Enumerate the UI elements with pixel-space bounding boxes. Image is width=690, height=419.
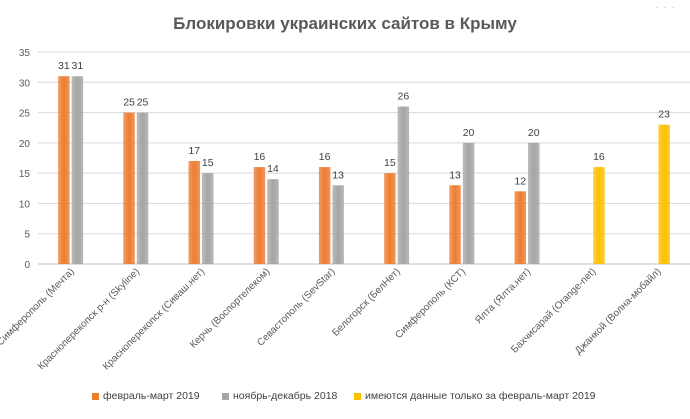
bar-feb-mar-2019 — [188, 161, 200, 264]
bar-nov-dec-2018 — [332, 185, 344, 264]
data-label: 25 — [137, 97, 149, 109]
legend-item: ноябрь-декабрь 2018 — [222, 390, 337, 402]
data-label: 25 — [123, 97, 135, 109]
data-label: 20 — [463, 127, 475, 139]
bar-feb-mar-2019-only — [658, 124, 670, 264]
y-tick-label: 20 — [19, 139, 31, 150]
bar-feb-mar-2019 — [318, 167, 331, 264]
bars — [58, 76, 670, 264]
bar-feb-mar-2019 — [514, 191, 526, 264]
y-tick-label: 25 — [19, 109, 31, 120]
data-label: 31 — [58, 60, 70, 72]
data-label: 13 — [332, 169, 344, 181]
bar-feb-mar-2019-only — [593, 167, 605, 264]
x-tick-label: Белогорск (БелНет) — [330, 266, 402, 338]
data-label: 17 — [188, 145, 200, 157]
y-tick-label: 0 — [24, 260, 30, 271]
bar-feb-mar-2019 — [384, 173, 396, 264]
legend-swatch — [92, 392, 99, 400]
legend-swatch — [222, 392, 229, 400]
data-label: 26 — [398, 91, 410, 103]
data-label: 23 — [658, 109, 670, 121]
bar-feb-mar-2019 — [58, 76, 70, 264]
data-label: 16 — [593, 151, 605, 163]
bar-nov-dec-2018 — [397, 106, 410, 264]
chart-legend: февраль-март 2019 ноябрь-декабрь 2018 имею… — [0, 390, 690, 410]
data-label: 12 — [514, 175, 526, 187]
y-tick-label: 35 — [19, 48, 31, 59]
data-label: 15 — [384, 157, 396, 169]
y-tick-label: 15 — [19, 169, 31, 180]
chart-corner-handle: · · · — [655, 2, 676, 13]
legend-item: февраль-март 2019 — [92, 390, 200, 402]
data-label: 20 — [528, 127, 540, 139]
legend-label: ноябрь-декабрь 2018 — [233, 390, 338, 402]
data-label: 31 — [72, 60, 84, 72]
data-label: 13 — [449, 169, 461, 181]
bar-nov-dec-2018 — [462, 142, 475, 264]
x-tick-label: Ялта (Ялта.нет) — [473, 266, 533, 326]
data-label: 15 — [202, 157, 214, 169]
bar-feb-mar-2019 — [123, 112, 135, 264]
data-label: 16 — [319, 151, 331, 163]
x-tick-label: Симферополь (КСТ) — [393, 266, 468, 341]
bar-nov-dec-2018 — [267, 179, 279, 264]
bar-nov-dec-2018 — [202, 173, 214, 264]
y-tick-label: 30 — [19, 78, 31, 89]
bar-nov-dec-2018 — [136, 112, 149, 264]
y-tick-label: 5 — [24, 230, 30, 241]
bar-nov-dec-2018 — [71, 76, 84, 264]
legend-swatch — [354, 392, 361, 400]
y-tick-label: 10 — [19, 199, 31, 210]
data-label: 14 — [267, 163, 279, 175]
legend-label: имеются данные только за февраль-март 20… — [365, 390, 596, 402]
chart-title: Блокировки украинских сайтов в Крыму — [173, 14, 517, 33]
bar-nov-dec-2018 — [528, 142, 540, 264]
legend-label: февраль-март 2019 — [103, 390, 200, 402]
bar-feb-mar-2019 — [253, 167, 266, 264]
bar-feb-mar-2019 — [449, 185, 461, 264]
legend-item: имеются данные только за февраль-март 20… — [354, 390, 596, 402]
data-label: 16 — [254, 151, 266, 163]
